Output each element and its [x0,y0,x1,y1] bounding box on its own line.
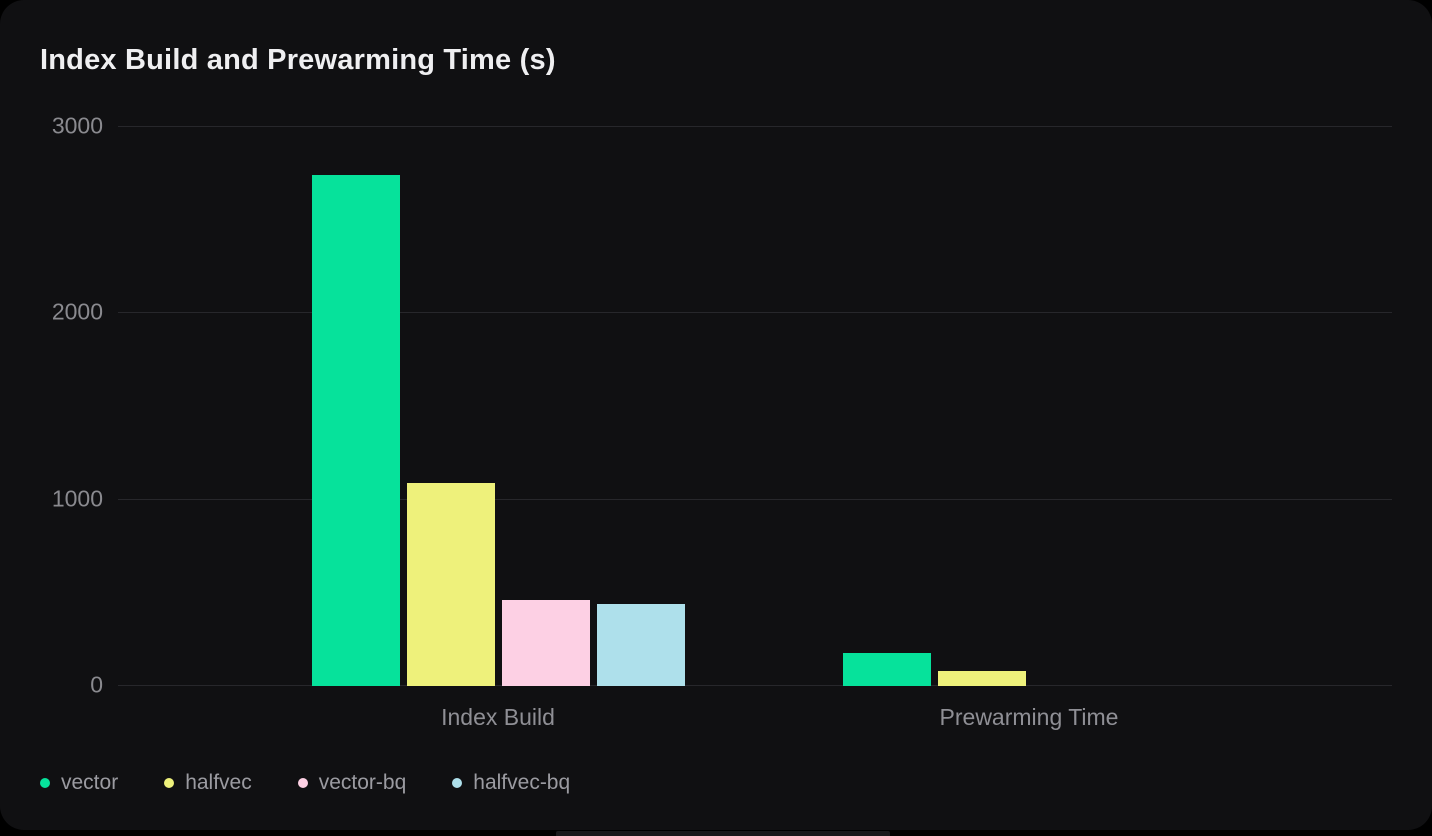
bar-halfvec-index-build[interactable] [406,483,495,686]
chart-title: Index Build and Prewarming Time (s) [40,44,556,76]
bar-vector-prewarming-time[interactable] [842,652,931,686]
legend-dot-vector-bq [297,778,308,788]
legend-item-vector[interactable]: vector [40,771,118,795]
bar-halfvec-bq-index-build[interactable] [596,603,685,686]
gridline-0 [118,685,1392,686]
next-card-edge [556,831,890,836]
bar-halfvec-prewarming-time[interactable] [937,671,1026,686]
legend-item-vector-bq[interactable]: vector-bq [297,771,407,795]
y-tick-label-0: 0 [90,671,103,698]
legend-dot-halfvec [164,778,175,788]
x-axis-label-prewarming-time: Prewarming Time [939,704,1119,730]
x-axis-label-index-build: Index Build [441,704,555,730]
gridline-2000 [118,312,1392,314]
gridline-1000 [118,498,1392,500]
legend-item-halfvec[interactable]: halfvec [164,771,252,795]
legend-dot-vector [40,778,50,788]
legend-label-vector-bq: vector-bq [318,771,407,794]
bar-vector-index-build[interactable] [311,175,400,686]
y-tick-label-3000: 3000 [51,112,103,139]
gridline-3000 [118,126,1392,127]
y-tick-label-1000: 1000 [51,485,103,512]
bar-vector-bq-index-build[interactable] [501,600,590,686]
legend-label-halfvec-bq: halfvec-bq [473,771,571,794]
legend-label-vector: vector [61,771,119,794]
y-tick-label-2000: 2000 [51,298,103,325]
legend-dot-halfvec-bq [452,778,463,788]
legend: vector halfvec vector-bq halfvec-bq [40,771,570,795]
legend-item-halfvec-bq[interactable]: halfvec-bq [452,771,570,795]
legend-label-halfvec: halfvec [185,771,252,794]
